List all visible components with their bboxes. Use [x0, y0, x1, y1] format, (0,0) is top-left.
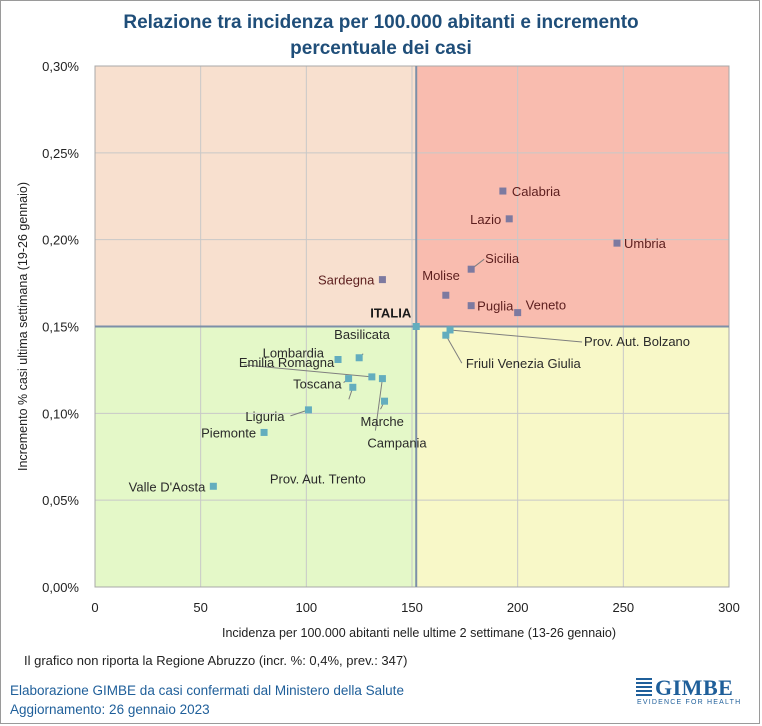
data-point: [209, 482, 217, 490]
data-label: Umbria: [624, 236, 667, 251]
data-label: Liguria: [245, 409, 285, 424]
x-tick-label: 200: [507, 600, 529, 615]
data-label: Calabria: [512, 184, 561, 199]
data-label: Campania: [367, 436, 427, 451]
x-tick-label: 50: [193, 600, 207, 615]
quadrant-bottom-left: [95, 326, 417, 587]
data-point: [368, 373, 376, 381]
quadrant-bottom-right: [416, 326, 729, 587]
credit-source: Elaborazione GIMBE da casi confermati da…: [10, 683, 404, 698]
y-tick-label: 0,15%: [42, 320, 79, 335]
data-label: Prov. Aut. Bolzano: [584, 334, 690, 349]
data-label: Valle D'Aosta: [129, 479, 206, 494]
y-tick-label: 0,00%: [42, 580, 79, 595]
y-tick-label: 0,30%: [42, 59, 79, 74]
data-point: [514, 309, 522, 317]
data-label: Puglia: [477, 299, 514, 314]
reference-point: [412, 323, 420, 330]
data-label: Marche: [361, 414, 404, 429]
data-label: Basilicata: [334, 327, 390, 342]
leader-line: [445, 334, 463, 364]
x-tick-label: 250: [612, 600, 634, 615]
data-label: Toscana: [293, 377, 342, 392]
data-point: [505, 215, 513, 223]
x-tick-label: 0: [91, 600, 98, 615]
data-point: [613, 239, 621, 247]
quadrant-top-right: [416, 66, 729, 327]
chart-title-line-1: Relazione tra incidenza per 100.000 abit…: [123, 12, 639, 33]
gimbe-logo: GIMBE EVIDENCE FOR HEALTH: [636, 675, 748, 710]
x-tick-label: 150: [401, 600, 423, 615]
reference-label: ITALIA: [370, 306, 412, 321]
data-label: Lazio: [470, 212, 501, 227]
data-label: Friuli Venezia Giulia: [466, 356, 582, 371]
quadrant-top-left: [95, 66, 417, 327]
y-tick-label: 0,25%: [42, 146, 79, 161]
data-point: [260, 428, 268, 436]
footnote: Il grafico non riporta la Regione Abruzz…: [24, 653, 408, 668]
data-label: Sicilia: [485, 251, 520, 266]
data-point: [378, 375, 386, 383]
logo-tagline: EVIDENCE FOR HEALTH: [637, 699, 742, 706]
y-axis-label: Incremento % casi ultima settimana (19-2…: [16, 182, 30, 471]
leader-line: [449, 329, 583, 343]
data-point: [345, 375, 353, 383]
data-point: [378, 276, 386, 284]
logo-mark-icon: [636, 678, 652, 696]
data-label: Lombardia: [263, 345, 325, 360]
credit-update: Aggiornamento: 26 gennaio 2023: [10, 702, 210, 717]
chart-title-line-2: percentuale dei casi: [290, 38, 472, 59]
data-point: [304, 406, 312, 414]
data-label: Veneto: [526, 298, 567, 313]
x-axis-label: Incidenza per 100.000 abitanti nelle ult…: [222, 626, 616, 640]
data-point: [442, 331, 450, 339]
data-point: [499, 187, 507, 195]
leader-line: [243, 364, 372, 378]
x-tick-label: 100: [295, 600, 317, 615]
data-point: [355, 354, 363, 362]
data-point: [442, 291, 450, 299]
data-point: [446, 326, 454, 334]
data-label: Sardegna: [318, 273, 375, 288]
y-tick-label: 0,10%: [42, 406, 79, 421]
data-point: [467, 265, 475, 273]
data-point: [467, 302, 475, 310]
logo-wordmark: GIMBE: [655, 675, 734, 700]
data-label: Emilia Romagna: [239, 355, 335, 370]
data-label: Piemonte: [201, 425, 256, 440]
data-point: [381, 397, 389, 405]
source-credit: Elaborazione GIMBE da casi confermati da…: [10, 681, 404, 719]
leader-line: [374, 378, 383, 431]
y-tick-label: 0,20%: [42, 233, 79, 248]
chart-title: Relazione tra incidenza per 100.000 abit…: [0, 10, 762, 62]
x-tick-label: 300: [718, 600, 740, 615]
data-label: Molise: [422, 268, 460, 283]
data-label: Prov. Aut. Trento: [270, 471, 366, 486]
data-point: [349, 383, 357, 391]
data-point: [334, 355, 342, 363]
y-tick-label: 0,05%: [42, 493, 79, 508]
